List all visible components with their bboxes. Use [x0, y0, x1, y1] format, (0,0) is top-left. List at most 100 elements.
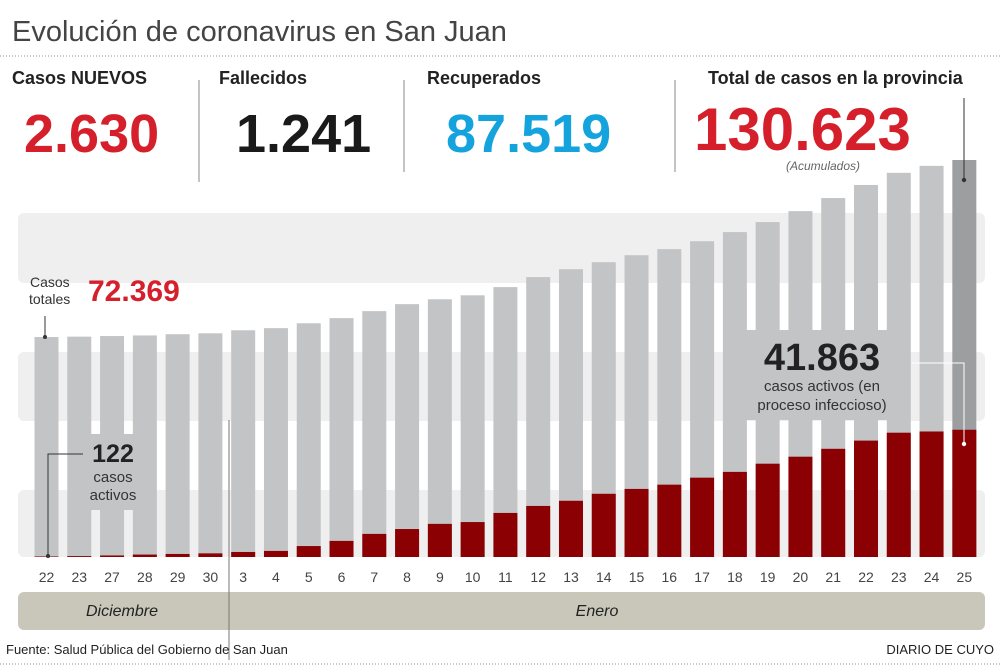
bar-active-cases: [854, 440, 878, 557]
bar-active-cases: [67, 556, 92, 557]
x-tick-label: 22: [39, 569, 55, 585]
x-tick-label: 23: [71, 569, 87, 585]
x-tick-label: 23: [891, 569, 907, 585]
x-tick-label: 18: [727, 569, 743, 585]
x-tick-label: 7: [370, 569, 378, 585]
stat-label: Total de casos en la provincia: [708, 68, 964, 88]
bar-active-cases: [231, 551, 256, 557]
bar-active-cases: [558, 500, 583, 557]
stat-label: Fallecidos: [219, 68, 307, 88]
x-tick-label: 29: [170, 569, 186, 585]
stat-value: 87.519: [446, 104, 611, 164]
brand-credit: DIARIO DE CUYO: [886, 642, 994, 657]
annotation-bg: [745, 330, 905, 420]
bar-total-cases: [427, 299, 452, 557]
bar-active-cases: [460, 522, 485, 557]
x-axis-labels: 22 23 27 28 29 30 3 4 5 6 7 8 9 10 11 12 13 14 15 16 17 18 19 2…: [39, 569, 973, 585]
bar-active-cases: [362, 533, 387, 557]
stat-label: Recuperados: [427, 68, 541, 88]
bar-active-cases: [624, 488, 649, 557]
annotation-value: 122: [92, 440, 134, 468]
bar-active-cases: [690, 477, 715, 557]
x-tick-label: 4: [272, 569, 280, 585]
annotation-leader: [912, 362, 965, 443]
x-tick-label: 16: [662, 569, 678, 585]
bar-active-cases: [952, 429, 977, 557]
stat-deaths: Fallecidos 1.241: [219, 68, 371, 164]
bar-total-cases: [362, 311, 387, 557]
x-tick-label: 22: [858, 569, 874, 585]
bar-active-cases: [395, 529, 420, 557]
bar-active-cases: [591, 493, 616, 557]
x-tick-label: 5: [305, 569, 313, 585]
bar-total-cases: [263, 328, 288, 557]
x-tick-label: 13: [563, 569, 579, 585]
annotation-label: totales: [29, 291, 70, 307]
bar-total-cases: [198, 333, 223, 557]
bar-total-cases: [493, 287, 518, 557]
bar-active-cases: [886, 432, 911, 557]
bar-active-cases: [100, 555, 125, 557]
annotation-total-start: Casos totales 72.369: [29, 274, 180, 339]
bar-total-cases: [395, 304, 420, 557]
bar-total-cases: [460, 295, 485, 557]
annotation-label: Casos: [30, 274, 70, 290]
bar-total-cases: [34, 337, 59, 557]
x-tick-label: 24: [924, 569, 940, 585]
bar-total-cases: [165, 334, 190, 557]
annotation-dot: [961, 177, 967, 183]
x-tick-label: 20: [793, 569, 809, 585]
source-note: Fuente: Salud Pública del Gobierno de Sa…: [6, 642, 288, 657]
x-tick-label: 30: [203, 569, 219, 585]
stat-value: 1.241: [236, 104, 371, 164]
stat-note: (Acumulados): [786, 159, 860, 173]
x-tick-label: 3: [239, 569, 247, 585]
stat-new-cases: Casos NUEVOS 2.630: [12, 68, 159, 164]
x-tick-label: 21: [825, 569, 841, 585]
annotation-dot: [43, 335, 47, 339]
stat-total: Total de casos en la provincia 130.623 (…: [694, 68, 964, 173]
bar-active-cases: [788, 456, 813, 557]
x-tick-label: 8: [403, 569, 411, 585]
x-tick-label: 11: [498, 569, 513, 585]
annotation-label: casos: [93, 469, 132, 486]
bar-total-cases: [329, 318, 354, 557]
x-tick-label: 15: [629, 569, 645, 585]
stat-label: Casos NUEVOS: [12, 68, 147, 88]
bar-active-cases: [722, 471, 747, 557]
bar-active-cases: [755, 463, 780, 557]
x-tick-label: 14: [596, 569, 612, 585]
annotation-active-end: 41.863 casos activos (en proceso infecci…: [745, 330, 967, 447]
stat-recovered: Recuperados 87.519: [427, 68, 611, 164]
annotation-value: 41.863: [764, 337, 880, 379]
bar-active-cases: [296, 546, 321, 557]
x-tick-label: 6: [338, 569, 346, 585]
bar-active-cases: [526, 505, 551, 557]
annotation-value: 72.369: [88, 275, 180, 308]
x-tick-label: 10: [465, 569, 481, 585]
x-tick-label: 17: [694, 569, 710, 585]
stat-value: 130.623: [694, 96, 911, 163]
bar-active-cases: [493, 512, 518, 557]
bar-active-cases: [919, 431, 944, 557]
bar-active-cases: [132, 554, 157, 557]
annotation-label: proceso infeccioso): [757, 397, 886, 414]
page-title: Evolución de coronavirus en San Juan: [12, 16, 507, 48]
bar-active-cases: [657, 484, 682, 557]
month-band: [18, 592, 985, 630]
month-label-enero: Enero: [576, 603, 619, 620]
bar-active-cases: [329, 540, 354, 557]
bar-active-cases: [165, 553, 190, 557]
annotation-active-start: 122 casos activos: [46, 434, 146, 558]
annotation-label: activos: [90, 487, 137, 504]
x-tick-label: 25: [957, 569, 973, 585]
bar-active-cases: [198, 553, 223, 557]
annotation-label: casos activos (en: [764, 378, 880, 395]
bar-total-cases: [296, 323, 321, 557]
bar-active-cases: [427, 523, 452, 557]
annotation-dot: [961, 441, 967, 447]
bar-active-cases: [263, 550, 288, 557]
x-tick-label: 28: [137, 569, 153, 585]
x-tick-label: 12: [530, 569, 546, 585]
